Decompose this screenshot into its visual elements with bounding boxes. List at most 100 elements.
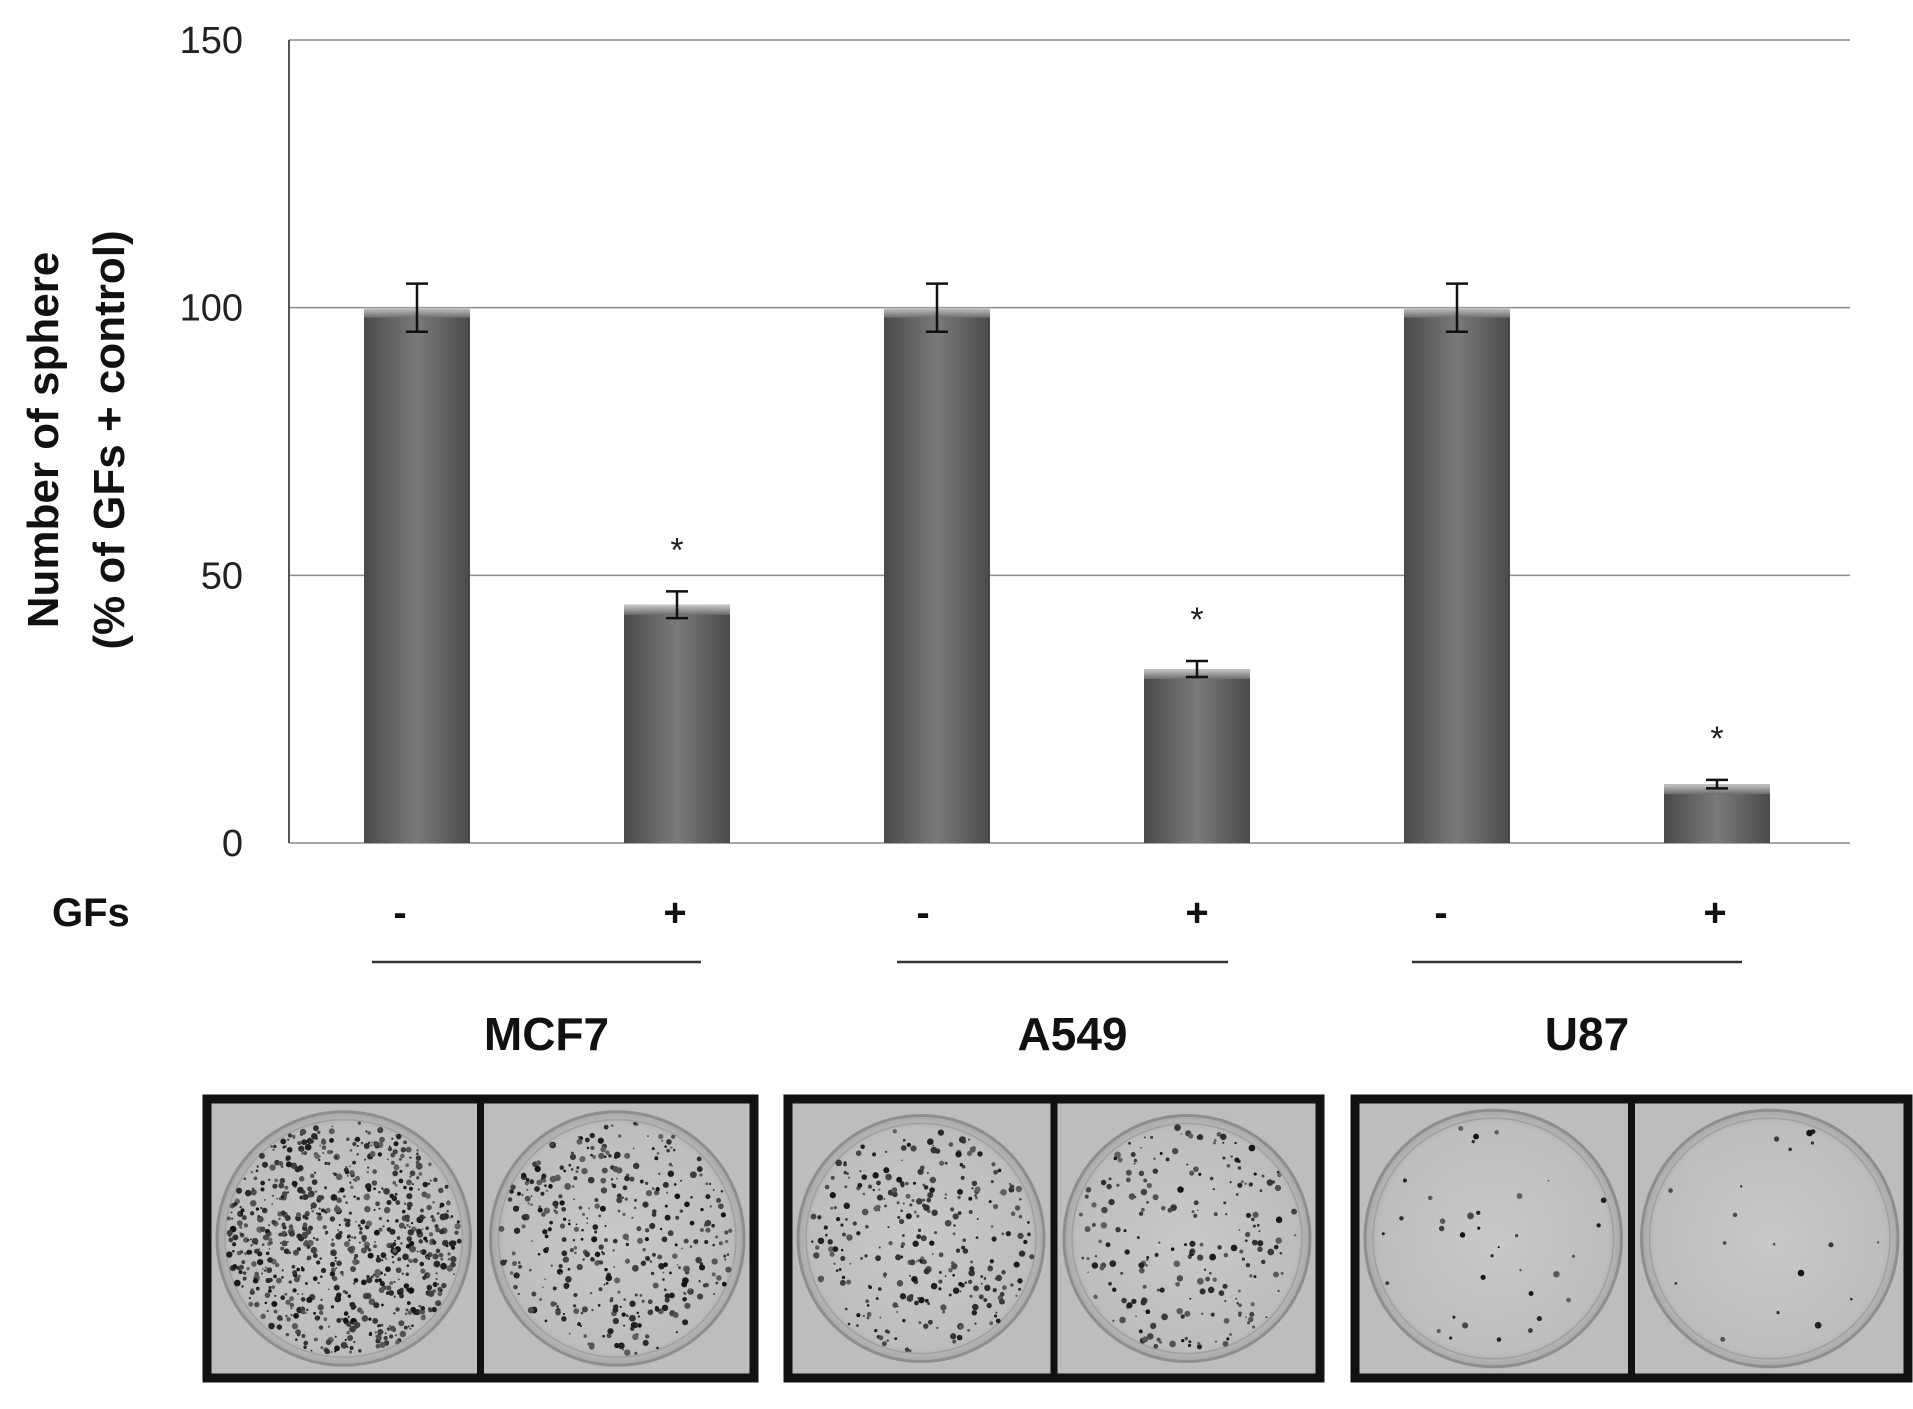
sphere-dot [573,1246,578,1250]
sphere-dot [636,1237,644,1244]
sphere-dot [334,1155,338,1159]
sphere-dot [1138,1170,1145,1177]
sphere-dot [1224,1300,1227,1303]
sphere-dot [291,1180,298,1187]
sphere-dot [279,1177,286,1184]
sphere-dot [1235,1193,1239,1196]
sphere-dot [876,1180,881,1186]
sphere-dot [407,1258,412,1263]
sphere-dot [400,1153,405,1159]
sphere-dot [1788,1147,1792,1152]
sphere-dot [666,1139,672,1145]
sphere-dot [1156,1288,1160,1292]
sphere-dot [353,1195,356,1198]
sphere-dot [860,1257,863,1260]
sphere-dot [544,1278,547,1281]
sphere-dot [1494,1130,1499,1135]
sphere-dot [878,1246,881,1249]
sphere-dot [1720,1336,1726,1342]
sphere-dot [576,1166,580,1170]
sphere-dot [421,1228,424,1230]
sphere-dot [310,1246,318,1254]
sphere-dot [384,1332,387,1335]
sphere-dot [281,1240,288,1247]
sphere-dot [367,1248,372,1252]
sphere-dot [1257,1246,1263,1253]
sphere-dot [842,1232,846,1237]
sphere-dot [232,1234,239,1241]
sphere-dot [957,1188,964,1195]
sphere-dot [409,1240,415,1247]
sphere-dot [1125,1177,1131,1183]
sphere-dot [683,1265,690,1273]
sphere-dot [319,1275,323,1278]
sphere-dot [320,1139,327,1145]
sphere-dot [554,1205,558,1209]
sphere-dot [1079,1212,1083,1217]
sphere-dot [669,1271,672,1275]
sphere-dot [594,1251,601,1258]
bar-body [624,604,730,843]
sphere-dot [268,1237,273,1242]
sphere-dot [1273,1271,1279,1278]
sphere-dot [407,1229,415,1236]
sphere-dot [575,1223,578,1226]
sphere-dot [313,1337,318,1342]
sphere-dot [445,1244,449,1248]
sphere-dot [559,1165,565,1170]
sphere-dot [673,1183,677,1186]
sphere-dot [1145,1264,1148,1267]
bar [1144,669,1250,843]
sphere-dot [1189,1170,1195,1176]
sphere-dot [1159,1152,1163,1155]
sphere-dot [1138,1329,1143,1334]
sphere-dot [407,1206,412,1211]
sphere-dot [337,1190,340,1194]
sphere-dot [624,1152,631,1159]
sphere-dot [301,1152,304,1155]
bar [364,307,470,844]
sphere-dot [527,1306,535,1314]
sphere-dot [456,1238,462,1244]
sphere-dot [363,1193,371,1201]
sphere-dot [264,1266,267,1269]
sphere-dot [1828,1242,1834,1248]
sphere-dot [649,1260,653,1263]
sphere-dot [561,1206,567,1212]
sphere-dot [968,1196,973,1201]
sphere-dot [658,1262,665,1270]
sphere-dot [696,1293,704,1300]
sphere-dot [366,1277,373,1284]
sphere-dot [244,1189,252,1197]
sphere-dot [509,1271,514,1275]
sphere-dot [705,1182,709,1186]
sphere-dot [657,1254,663,1260]
sphere-dot [377,1152,383,1157]
sphere-dot [1158,1241,1161,1244]
sphere-dot [250,1244,253,1247]
sphere-dot [305,1242,309,1246]
sphere-dot [829,1251,835,1257]
sphere-dot [1266,1179,1274,1186]
sphere-dot [839,1279,846,1286]
sphere-dot [684,1201,690,1208]
sphere-dot [311,1209,314,1213]
sphere-dot [375,1257,382,1263]
sphere-dot [1190,1249,1194,1254]
sphere-dot [315,1260,321,1265]
sphere-dot [1153,1343,1159,1349]
sphere-dot [997,1168,1002,1173]
sphere-dot [296,1233,302,1239]
sphere-dot [988,1200,992,1204]
sphere-dot [372,1318,379,1324]
sphere-dot [699,1173,703,1177]
sphere-dot [983,1298,988,1302]
sphere-dot [323,1317,328,1322]
sphere-dot [576,1138,583,1145]
sphere-dot [285,1299,291,1305]
sphere-dot [1732,1212,1738,1218]
sphere-dot [304,1143,312,1151]
sphere-dot [1776,1311,1780,1315]
sphere-dot [511,1251,516,1256]
sphere-dot [980,1275,984,1278]
